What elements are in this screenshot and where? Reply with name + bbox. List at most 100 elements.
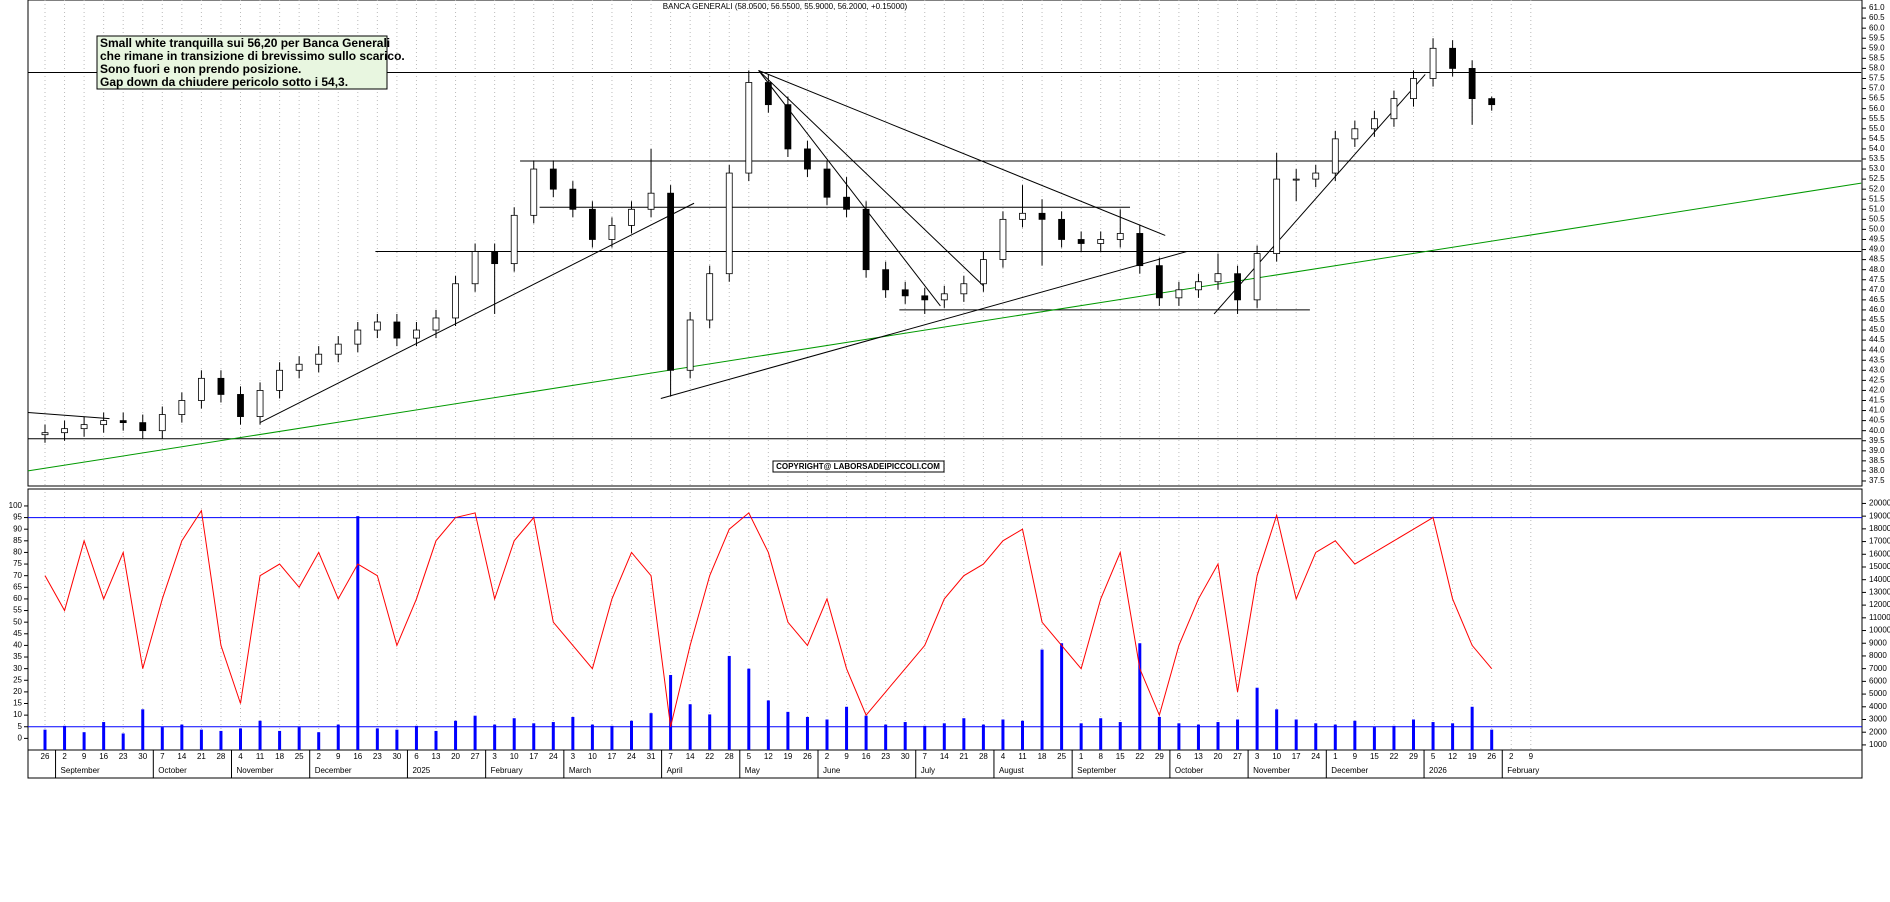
candle-body xyxy=(940,293,948,301)
month-label: April xyxy=(667,766,683,775)
note-box xyxy=(96,35,388,90)
y-tick-label: 47.5 xyxy=(1869,275,1885,284)
x-tick-label: 4 xyxy=(238,752,243,761)
x-tick-label: 19 xyxy=(783,752,792,761)
candle-body xyxy=(256,390,264,417)
y-tick-label: 40.5 xyxy=(1869,416,1885,425)
volume-bar xyxy=(786,711,790,750)
x-tick-label: 6 xyxy=(1177,752,1182,761)
y-tick-label: 58.5 xyxy=(1869,53,1885,62)
volume-bar xyxy=(1353,720,1357,750)
volume-bar xyxy=(1372,727,1376,750)
x-tick-label: 14 xyxy=(686,752,695,761)
y-tick-label: 25 xyxy=(13,675,22,684)
x-tick-label: 5 xyxy=(747,752,752,761)
candle-body xyxy=(1019,212,1026,220)
y-tick-label: 52.0 xyxy=(1869,184,1885,193)
y-tick-label: 43.5 xyxy=(1869,355,1885,364)
volume-bar xyxy=(43,729,47,750)
x-tick-label: 19 xyxy=(1468,752,1477,761)
x-tick-label: 24 xyxy=(627,752,636,761)
volume-bar xyxy=(669,675,673,750)
x-tick-label: 25 xyxy=(295,752,304,761)
note-line: che rimane in transizione di brevissimo … xyxy=(100,49,405,63)
candle-body xyxy=(452,283,459,319)
volume-bar xyxy=(258,720,262,750)
y-tick-label: 58.0 xyxy=(1869,64,1885,73)
x-tick-label: 31 xyxy=(647,752,656,761)
month-label: September xyxy=(1077,766,1116,775)
x-tick-label: 23 xyxy=(881,752,890,761)
x-tick-label: 13 xyxy=(432,752,441,761)
y-tick-label: 0 xyxy=(18,733,23,742)
volume-bar xyxy=(375,728,379,750)
volume-bar xyxy=(239,728,242,750)
candle-body xyxy=(686,319,694,371)
oscillator-frame xyxy=(27,488,1863,751)
y-tick-label: 40 xyxy=(13,641,22,650)
month-label: December xyxy=(315,766,352,775)
x-tick-label: 5 xyxy=(1431,752,1436,761)
month-label: February xyxy=(1507,766,1539,775)
x-tick-label: 10 xyxy=(588,752,597,761)
x-tick-label: 23 xyxy=(373,752,382,761)
volume-bar xyxy=(160,727,164,750)
volume-bar xyxy=(356,516,360,750)
volume-bar xyxy=(141,709,145,750)
volume-bar xyxy=(708,714,712,750)
candle-body xyxy=(1292,178,1300,181)
y-tick-label: 55.5 xyxy=(1869,114,1885,123)
candle-body xyxy=(667,192,674,371)
volume-bar xyxy=(1470,706,1474,750)
volume-bar xyxy=(199,729,203,750)
x-tick-label: 30 xyxy=(392,752,401,761)
candle-body xyxy=(530,168,538,216)
candle-body xyxy=(1449,47,1456,69)
volume-bar xyxy=(1255,687,1259,750)
candle-body xyxy=(510,214,518,265)
volume-bar xyxy=(493,724,497,750)
volume-bar xyxy=(1079,723,1083,750)
volume-bar xyxy=(278,730,282,750)
candle-body xyxy=(921,295,929,301)
volume-bar xyxy=(962,718,966,750)
month-label: December xyxy=(1331,766,1368,775)
y-tick-label: 38.5 xyxy=(1869,456,1885,465)
y-tick-label: 61.0 xyxy=(1869,3,1885,12)
y2-tick-label: 20000 xyxy=(1869,499,1890,508)
y-tick-label: 41.0 xyxy=(1869,406,1885,415)
y-tick-label: 45.5 xyxy=(1869,315,1885,324)
y-tick-label: 48.5 xyxy=(1869,255,1885,264)
y2-tick-label: 7000 xyxy=(1869,664,1887,673)
month-label: February xyxy=(491,766,523,775)
candle-body xyxy=(139,422,147,432)
y-tick-label: 95 xyxy=(13,513,22,522)
volume-bar xyxy=(395,729,399,750)
x-tick-label: 14 xyxy=(940,752,949,761)
y-tick-label: 10 xyxy=(13,710,22,719)
month-label: June xyxy=(823,766,841,775)
volume-bar xyxy=(317,732,321,750)
volume-bar xyxy=(571,716,575,750)
x-tick-label: 3 xyxy=(571,752,576,761)
x-tick-label: 18 xyxy=(1038,752,1047,761)
candle-body xyxy=(41,432,49,436)
y-tick-label: 48.0 xyxy=(1869,265,1885,274)
volume-bar xyxy=(434,730,438,750)
x-tick-label: 10 xyxy=(510,752,519,761)
y2-tick-label: 12000 xyxy=(1869,600,1890,609)
month-label: September xyxy=(61,766,100,775)
volume-bar xyxy=(473,715,477,750)
y2-tick-label: 16000 xyxy=(1869,549,1890,558)
x-tick-label: 26 xyxy=(803,752,812,761)
month-label: 2025 xyxy=(412,766,430,775)
x-tick-label: 9 xyxy=(336,752,341,761)
y2-tick-label: 6000 xyxy=(1869,676,1887,685)
trend-line xyxy=(27,182,1862,472)
x-tick-label: 14 xyxy=(177,752,186,761)
volume-bar xyxy=(590,724,594,750)
x-tick-label: 3 xyxy=(492,752,497,761)
y-tick-label: 20 xyxy=(13,687,22,696)
volume-bar xyxy=(1060,643,1064,750)
volume-bar xyxy=(766,700,770,750)
